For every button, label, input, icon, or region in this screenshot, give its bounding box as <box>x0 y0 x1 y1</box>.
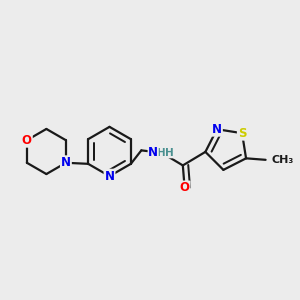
Text: O: O <box>180 182 190 194</box>
Text: H: H <box>165 148 174 158</box>
Text: H: H <box>158 148 166 158</box>
Text: N: N <box>61 156 71 169</box>
Text: N: N <box>212 123 222 136</box>
Text: CH₃: CH₃ <box>271 155 293 165</box>
Text: O: O <box>22 134 32 147</box>
Text: N: N <box>104 170 115 183</box>
Text: N: N <box>148 146 158 159</box>
Text: S: S <box>238 127 246 140</box>
